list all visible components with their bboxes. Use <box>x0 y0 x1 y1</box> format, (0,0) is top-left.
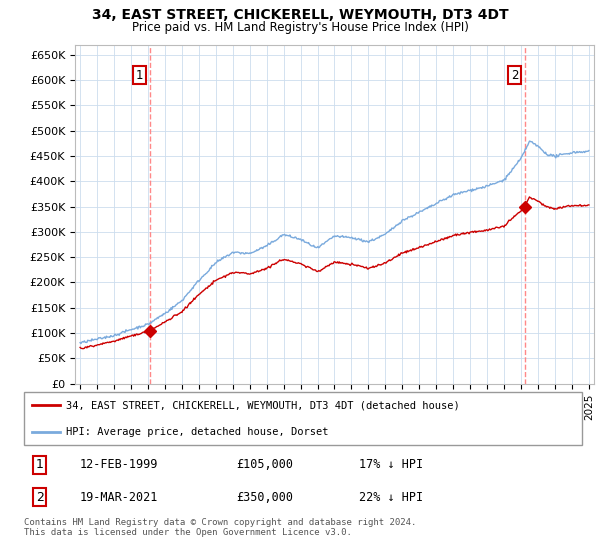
Text: Contains HM Land Registry data © Crown copyright and database right 2024.
This d: Contains HM Land Registry data © Crown c… <box>24 518 416 538</box>
Text: 34, EAST STREET, CHICKERELL, WEYMOUTH, DT3 4DT (detached house): 34, EAST STREET, CHICKERELL, WEYMOUTH, D… <box>66 400 460 410</box>
Text: 1: 1 <box>35 459 44 472</box>
FancyBboxPatch shape <box>24 392 582 445</box>
Text: 12-FEB-1999: 12-FEB-1999 <box>80 459 158 472</box>
Text: 22% ↓ HPI: 22% ↓ HPI <box>359 491 423 503</box>
Text: 1: 1 <box>136 69 143 82</box>
Text: 17% ↓ HPI: 17% ↓ HPI <box>359 459 423 472</box>
Text: 34, EAST STREET, CHICKERELL, WEYMOUTH, DT3 4DT: 34, EAST STREET, CHICKERELL, WEYMOUTH, D… <box>92 8 508 22</box>
Text: 19-MAR-2021: 19-MAR-2021 <box>80 491 158 503</box>
Text: Price paid vs. HM Land Registry's House Price Index (HPI): Price paid vs. HM Land Registry's House … <box>131 21 469 34</box>
Text: £105,000: £105,000 <box>236 459 293 472</box>
Text: 2: 2 <box>511 69 518 82</box>
Text: HPI: Average price, detached house, Dorset: HPI: Average price, detached house, Dors… <box>66 427 328 437</box>
Text: £350,000: £350,000 <box>236 491 293 503</box>
Text: 2: 2 <box>35 491 44 503</box>
